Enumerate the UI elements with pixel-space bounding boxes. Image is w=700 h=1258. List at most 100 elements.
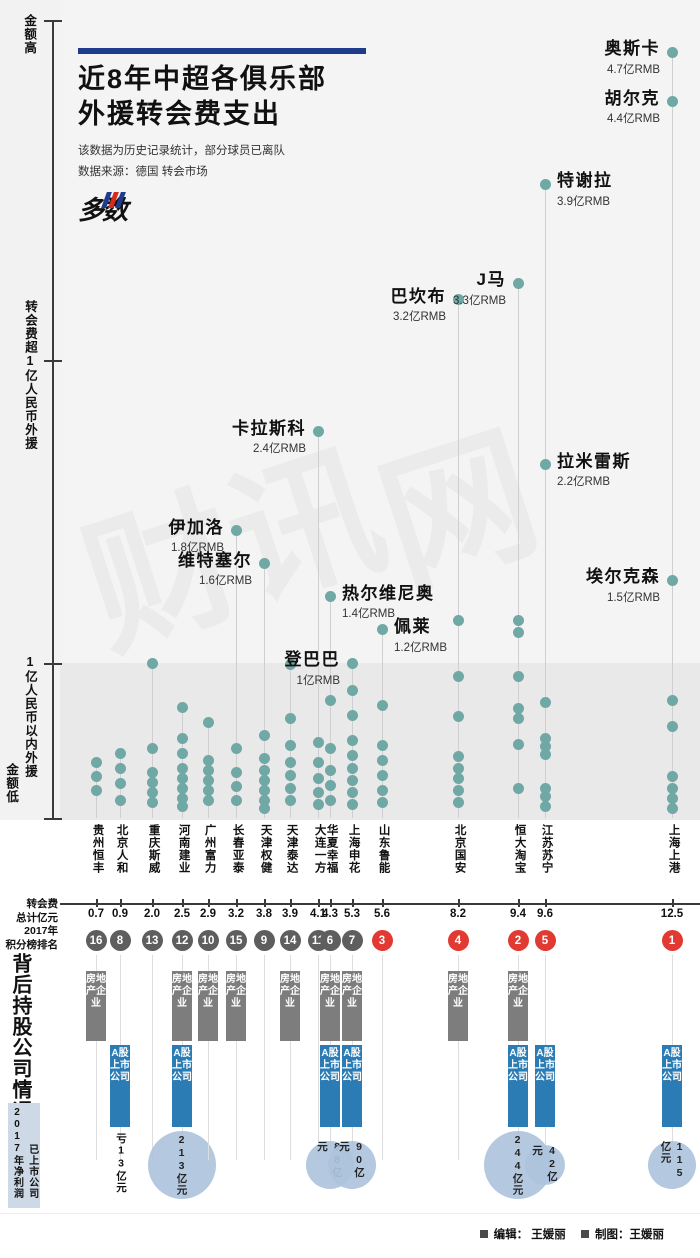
- rank-badge: 4: [447, 930, 469, 951]
- scatter-dot: [347, 798, 358, 810]
- holding-connector-line: [96, 955, 97, 1160]
- axis-tick: [208, 899, 210, 907]
- ashare-tag: A股上市公司: [535, 1045, 555, 1127]
- rank-badge: 1: [661, 930, 683, 951]
- holdings-section: 背后持股公司情况 2017年净利润 已上市公司 房地产企业 A股上市公司 亏13亿元…: [0, 953, 700, 1213]
- profit-value: 213亿元: [175, 1134, 188, 1196]
- realestate-tag: 房地产企业: [342, 971, 362, 1041]
- player-name: 卡拉斯科: [232, 418, 306, 438]
- player-value: 3.3亿RMB: [452, 294, 506, 307]
- club-total-value: 2.9: [200, 908, 216, 920]
- chart-region: 财讯 网 金额 高 转会费超1亿人民币外援 1亿人民币以内外援 金额 低 近8年…: [0, 0, 700, 820]
- rank-badge: 8: [109, 930, 131, 951]
- scatter-dot: [513, 712, 524, 724]
- profit-bubble: 213亿元: [148, 1131, 216, 1199]
- scatter-dot: [91, 756, 102, 768]
- player-callout: 胡尔克 4.4亿RMB: [605, 89, 661, 127]
- club-total-value: 0.7: [88, 908, 104, 920]
- rank-badge: 5: [534, 930, 556, 951]
- profit-value: 115亿元: [659, 1141, 686, 1180]
- stem-line: [672, 52, 673, 818]
- player-dot: [325, 591, 336, 603]
- scatter-dot: [177, 701, 188, 713]
- player-name: 登巴巴: [284, 650, 340, 669]
- scatter-dot: [540, 800, 551, 812]
- profit-bubble: 115亿元: [648, 1141, 696, 1189]
- profit-note-l1: 已上市公司: [26, 1144, 38, 1199]
- scatter-dot: [513, 670, 524, 682]
- scatter-dot: [540, 740, 551, 752]
- player-value: 1亿RMB: [296, 674, 340, 687]
- axis-tick: [545, 899, 547, 907]
- player-name: 特谢拉: [557, 171, 613, 191]
- scatter-dot: [667, 802, 678, 814]
- scatter-dot: [203, 794, 214, 806]
- club-name-label: 天津权健: [259, 824, 272, 874]
- player-callout: 奥斯卡 4.7亿RMB: [605, 39, 661, 77]
- axis-line: [52, 20, 54, 820]
- player-name: 胡尔克: [604, 88, 660, 108]
- player-dot: [513, 277, 524, 289]
- designer-credit: 制图：王媛丽: [595, 1229, 664, 1241]
- subtitle-note: 该数据为历史记录统计，部分球员已离队: [78, 145, 285, 158]
- axis-tick: [290, 899, 292, 907]
- axis-tick-bottom: [44, 818, 62, 820]
- stem-line: [318, 431, 319, 818]
- player-dot: [259, 558, 270, 570]
- player-value: 4.4亿RMB: [606, 113, 660, 126]
- player-dot: [540, 459, 551, 471]
- realestate-tag: 房地产企业: [508, 971, 528, 1041]
- scatter-dot: [540, 696, 551, 708]
- rank-badge: 12: [171, 930, 193, 951]
- page-title: 近8年中超各俱乐部 外援转会费支出: [78, 62, 408, 131]
- scatter-dot: [325, 742, 336, 754]
- player-callout: 特谢拉 3.9亿RMB: [557, 171, 613, 209]
- axis-tick: [96, 899, 98, 907]
- player-callout: 热尔维尼奥 1.4亿RMB: [342, 584, 435, 622]
- player-name: J马: [476, 270, 506, 290]
- scatter-dot: [540, 748, 551, 760]
- holding-connector-line: [236, 955, 237, 1160]
- realestate-tag: 房地产企业: [172, 971, 192, 1041]
- stem-line: [152, 663, 153, 818]
- player-dot: [667, 46, 678, 58]
- axis-tick: [152, 899, 154, 907]
- ashare-tag: A股上市公司: [110, 1045, 130, 1127]
- rank-label-l2: 积分榜排名: [5, 938, 59, 951]
- stem-line: [382, 629, 383, 818]
- scatter-dot: [177, 772, 188, 784]
- scatter-dot: [377, 796, 388, 808]
- scatter-dot: [285, 739, 296, 751]
- data-source: 数据来源：德国 转会市场: [78, 165, 208, 178]
- realestate-tag: 房地产企业: [448, 971, 468, 1041]
- player-name: 伊加洛: [168, 517, 224, 537]
- rank-label-l1: 2017年: [24, 925, 58, 937]
- scatter-dot: [231, 780, 242, 792]
- scatter-dot: [513, 626, 524, 638]
- scatter-dot: [377, 699, 388, 711]
- scatter-dot: [115, 762, 126, 774]
- scatter-dot: [259, 764, 270, 776]
- player-name: 拉米雷斯: [557, 451, 631, 471]
- profit-value: 亏13亿元: [115, 1133, 127, 1194]
- club-name-label: 北京国安: [453, 824, 466, 874]
- club-total-value: 4.1: [310, 908, 326, 920]
- subtitle-block: 该数据为历史记录统计，部分球员已离队 数据来源：德国 转会市场: [78, 141, 408, 182]
- scatter-dot: [147, 657, 158, 669]
- player-name: 维特塞尔: [178, 550, 252, 570]
- player-value: 3.9亿RMB: [557, 195, 611, 208]
- club-total-value: 0.9: [112, 908, 128, 920]
- axis-lower-band-label: 1亿人民币以内外援: [23, 655, 37, 778]
- holding-connector-line: [318, 955, 319, 1160]
- player-callout: 佩莱 1.2亿RMB: [394, 617, 447, 655]
- scatter-dot: [325, 779, 336, 791]
- scatter-dot: [347, 749, 358, 761]
- profit-value: 90亿元: [338, 1141, 365, 1179]
- scatter-dot: [147, 776, 158, 788]
- scatter-dot: [177, 747, 188, 759]
- rank-badge: 6: [319, 930, 341, 951]
- brand-logo: 多数: [78, 190, 128, 227]
- scatter-dot: [285, 658, 296, 670]
- rank-badge: 9: [253, 930, 275, 951]
- scatter-dot: [325, 794, 336, 806]
